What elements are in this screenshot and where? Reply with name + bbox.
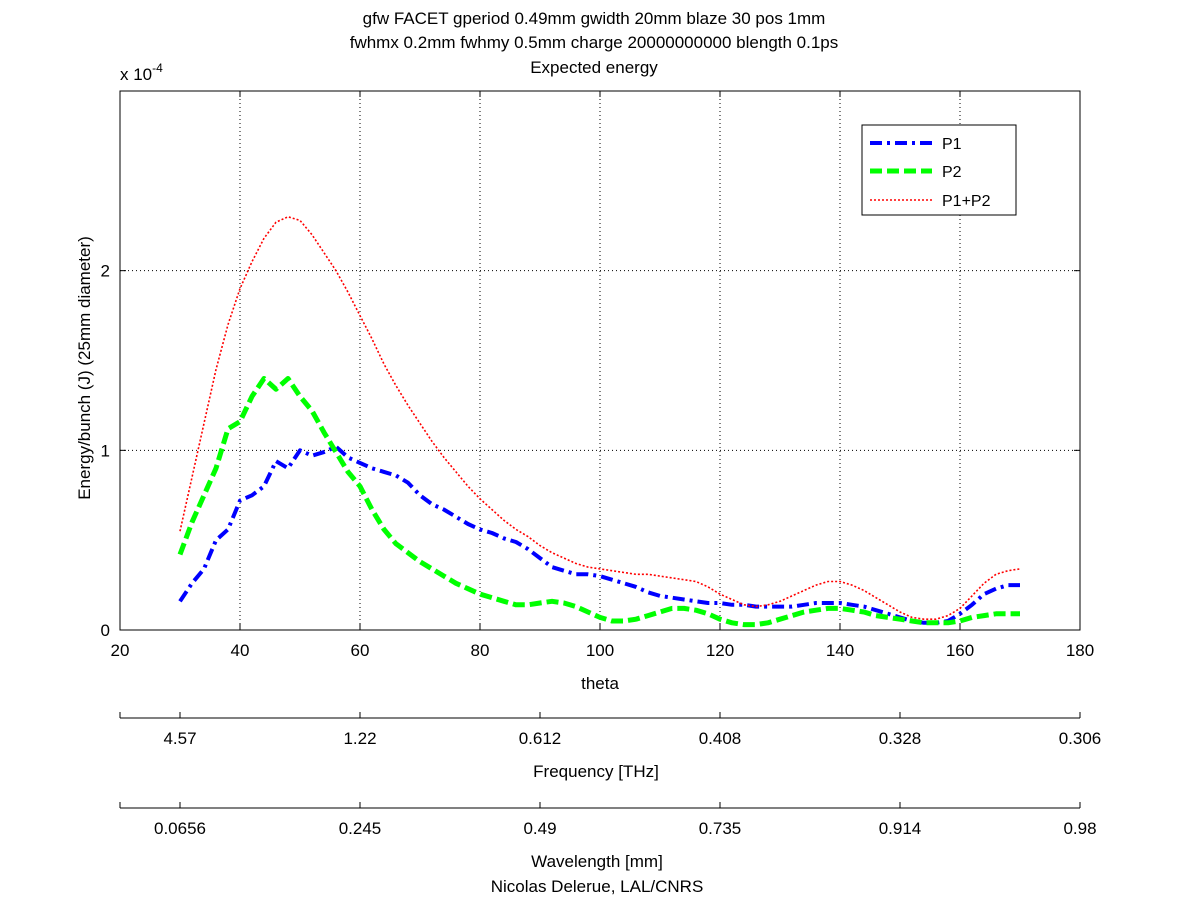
y-tick-label: 1 — [101, 441, 110, 460]
x-tick-label: 20 — [111, 641, 130, 660]
x-tick-label: 60 — [351, 641, 370, 660]
series-lines — [177, 216, 1021, 628]
frequency-tick-label: 0.328 — [879, 729, 922, 748]
wavelength-tick-label: 0.98 — [1063, 819, 1096, 838]
y-multiplier-base: x 10 — [120, 65, 152, 84]
legend: P1 P2 P1+P2 — [861, 124, 1017, 216]
x-tick-label: 100 — [586, 641, 614, 660]
legend-label-p1p2: P1+P2 — [942, 193, 991, 210]
chart-title-line-2: fwhmx 0.2mm fwhmy 0.5mm charge 200000000… — [350, 33, 839, 52]
grid-lines — [120, 91, 1080, 630]
x-tick-label: 180 — [1066, 641, 1094, 660]
x-tick-label: 140 — [826, 641, 854, 660]
y-multiplier: x 10-4 — [120, 61, 163, 84]
series-line-p2 — [177, 376, 1020, 628]
y-tick-label: 2 — [101, 262, 110, 281]
wavelength-tick-label: 0.49 — [523, 819, 556, 838]
x-tick-label: 80 — [471, 641, 490, 660]
wavelength-axis: 0.0656 0.245 0.49 0.735 0.914 0.98 — [119, 802, 1097, 838]
credit-text: Nicolas Delerue, LAL/CNRS — [491, 877, 704, 896]
legend-box — [861, 124, 1017, 216]
wavelength-tick-label: 0.245 — [339, 819, 382, 838]
frequency-axis: 4.57 1.22 0.612 0.408 0.328 0.306 — [119, 712, 1102, 748]
x-tick-label: 120 — [706, 641, 734, 660]
chart-title-line-3: Expected energy — [530, 58, 658, 77]
frequency-tick-label: 0.408 — [699, 729, 742, 748]
x-axis-label: theta — [581, 674, 619, 693]
y-axis-label: Energy/bunch (J) (25mm diameter) — [75, 236, 94, 500]
chart-title-line-1: gfw FACET gperiod 0.49mm gwidth 20mm bla… — [363, 9, 826, 28]
legend-label-p2: P2 — [942, 164, 962, 181]
x-tick-label: 160 — [946, 641, 974, 660]
wavelength-axis-label: Wavelength [mm] — [531, 852, 663, 871]
frequency-tick-label: 0.306 — [1059, 729, 1102, 748]
y-tick-label: 0 — [101, 621, 110, 640]
frequency-tick-label: 0.612 — [519, 729, 562, 748]
legend-label-p1: P1 — [942, 136, 962, 153]
frequency-axis-label: Frequency [THz] — [533, 762, 659, 781]
y-axis-ticks: 0 1 2 — [101, 262, 1080, 640]
wavelength-tick-label: 0.0656 — [154, 819, 206, 838]
x-tick-label: 40 — [231, 641, 250, 660]
y-multiplier-exponent: -4 — [152, 61, 163, 75]
frequency-tick-label: 1.22 — [343, 729, 376, 748]
x-axis-ticks: 20 40 60 80 100 120 140 160 180 — [111, 91, 1094, 660]
series-line-p1-p2 — [179, 216, 1021, 621]
series-line-p1 — [178, 444, 1020, 625]
frequency-tick-label: 4.57 — [163, 729, 196, 748]
wavelength-tick-label: 0.914 — [879, 819, 922, 838]
wavelength-tick-label: 0.735 — [699, 819, 742, 838]
